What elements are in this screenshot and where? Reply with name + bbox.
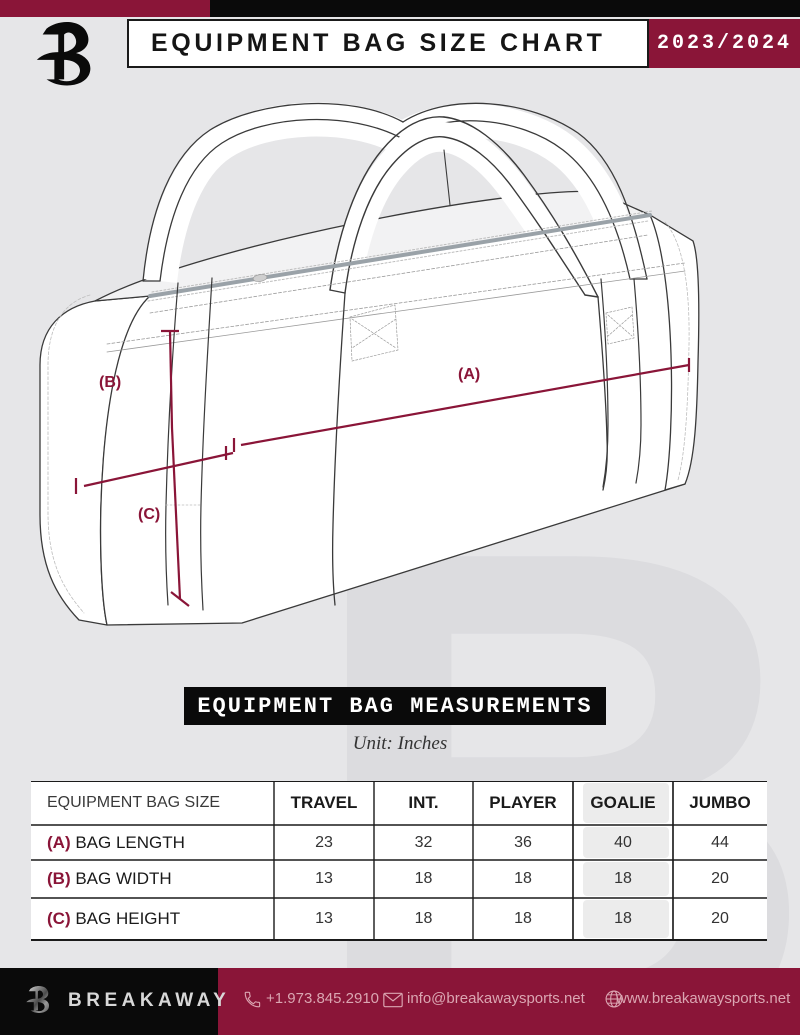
svg-text:(C): (C) [138, 506, 160, 523]
svg-text:(B): (B) [99, 374, 121, 391]
svg-text:(A): (A) [458, 366, 480, 383]
